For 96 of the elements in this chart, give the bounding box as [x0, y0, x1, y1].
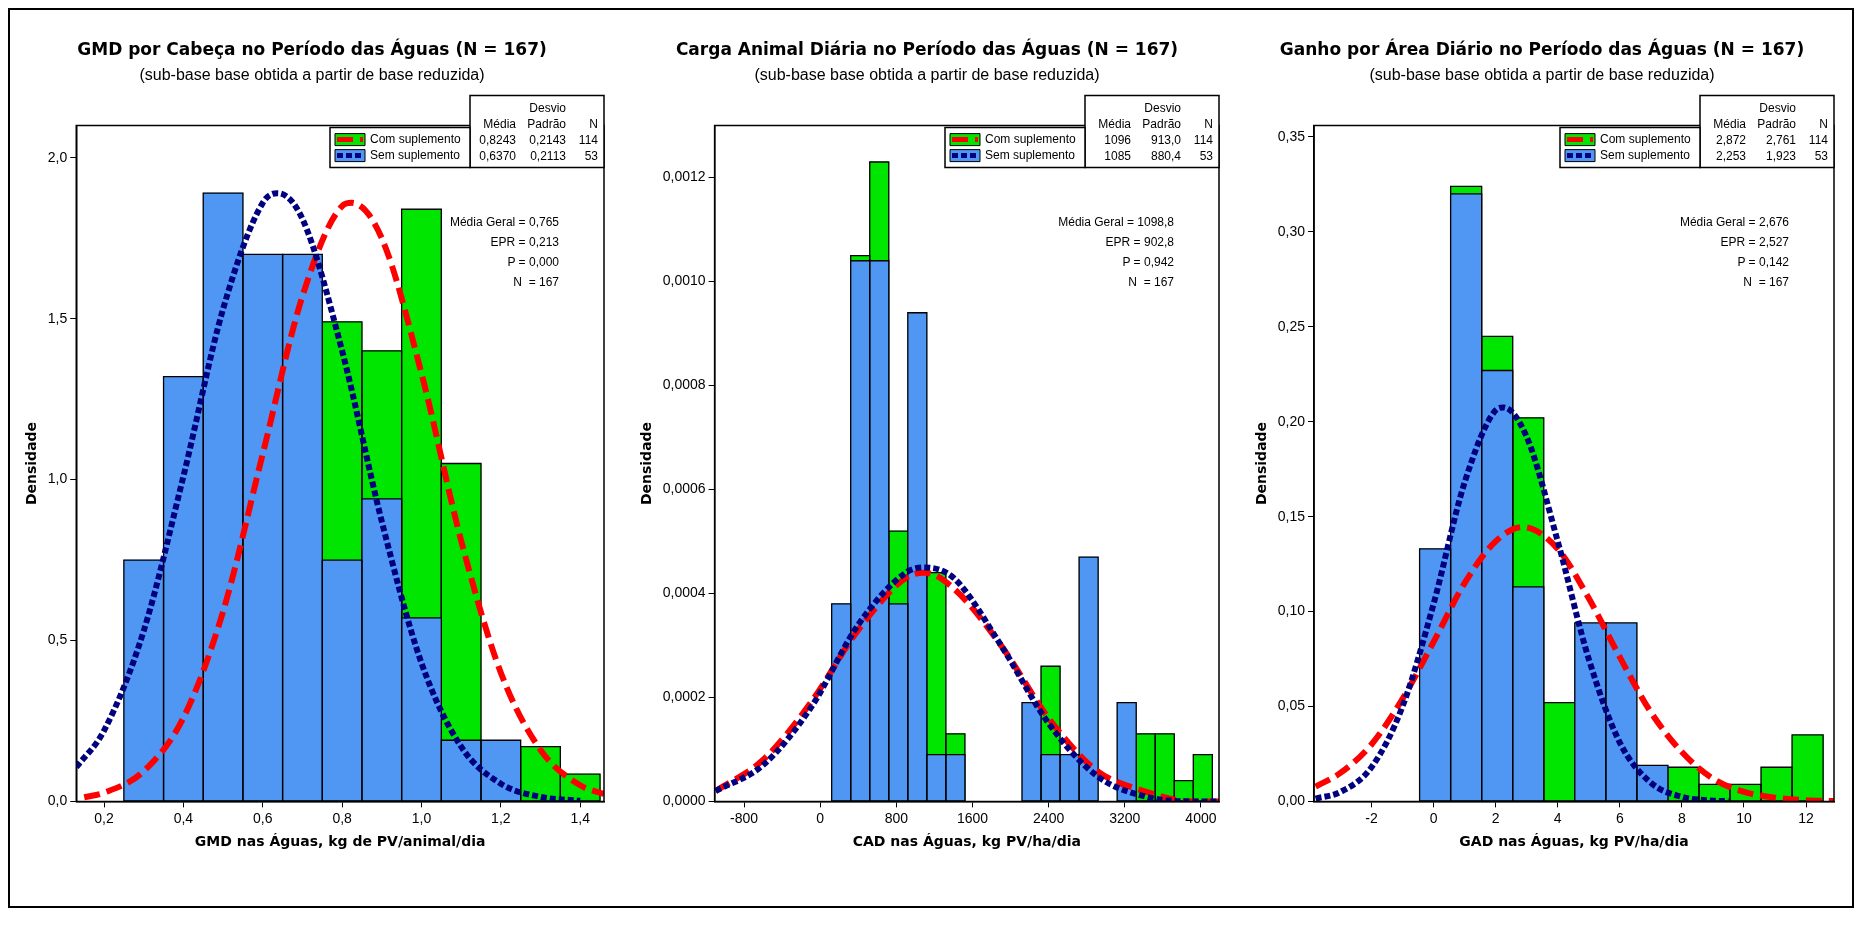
annotation: 53: [584, 148, 599, 163]
y-tick-label: 0,5: [47, 631, 68, 648]
x-tick-label: 0: [1429, 809, 1438, 826]
chart-title: Ganho por Área Diário no Período das Águas (N = 167): [1279, 37, 1805, 59]
y-tick-label: 0,0012: [662, 168, 706, 185]
annotation: Média Geral = 0,765: [449, 214, 560, 229]
y-tick-label: 0,0000: [662, 792, 706, 809]
annotation: 2,761: [1765, 132, 1797, 147]
annotation: N: [1819, 116, 1828, 131]
legend-label: Com suplemento: [1600, 131, 1692, 146]
y-tick-label: 0,00: [1277, 792, 1306, 809]
y-tick-label: 0,0008: [662, 376, 706, 393]
annotation: N: [1204, 116, 1213, 131]
y-tick-label: 1,0: [47, 470, 68, 487]
x-tick-label: 0,2: [94, 809, 114, 826]
x-tick-label: 0: [816, 809, 825, 826]
annotation: Média Geral = 1098,8: [1058, 214, 1175, 229]
annotation: N = 167: [1128, 274, 1175, 289]
annotation: 880,4: [1150, 148, 1182, 163]
y-axis-title: Densidade: [638, 421, 655, 506]
annotation: Padrão: [1142, 116, 1182, 131]
annotation: P = 0,942: [1122, 254, 1175, 269]
x-tick-label: -2: [1365, 809, 1378, 826]
y-axis-title: Densidade: [23, 421, 40, 506]
annotation: Média: [1713, 116, 1747, 131]
y-tick-label: 0,30: [1277, 222, 1306, 239]
annotation: N = 167: [513, 274, 560, 289]
y-tick-label: 2,0: [47, 148, 68, 165]
legend-label: Sem suplemento: [370, 147, 461, 162]
legend-label: Com suplemento: [370, 131, 462, 146]
y-tick-label: 0,20: [1277, 412, 1306, 429]
y-tick-label: 0,10: [1277, 602, 1306, 619]
y-axis-title: Densidade: [1253, 421, 1270, 506]
x-tick-label: -800: [730, 809, 759, 826]
annotation: 0,2143: [529, 132, 567, 147]
annotation: 0,8243: [479, 132, 517, 147]
annotation: Padrão: [527, 116, 567, 131]
y-tick-label: 0,0004: [662, 584, 706, 601]
y-tick-label: 0,0010: [662, 272, 706, 289]
annotation: Média: [483, 116, 517, 131]
annotation: 53: [1814, 148, 1829, 163]
x-tick-label: 12: [1798, 809, 1815, 826]
annotation: 0,2113: [530, 148, 567, 163]
annotation: Média Geral = 2,676: [1679, 214, 1790, 229]
annotation: 2,872: [1715, 132, 1747, 147]
x-tick-label: 1600: [956, 809, 989, 826]
x-tick-label: 4: [1553, 809, 1562, 826]
x-tick-label: 8: [1678, 809, 1686, 826]
y-tick-label: 0,0006: [662, 480, 706, 497]
y-tick-label: 0,0002: [662, 688, 706, 705]
y-tick-label: 0,05: [1277, 697, 1306, 714]
y-tick-label: 0,25: [1277, 317, 1306, 334]
chart-title: GMD por Cabeça no Período das Águas (N = 167): [77, 37, 547, 59]
x-tick-label: 2400: [1033, 809, 1065, 826]
annotation: 1085: [1104, 148, 1132, 163]
text: Desvio: [1759, 100, 1797, 115]
x-tick-label: 10: [1736, 809, 1752, 826]
legend-label: Sem suplemento: [1600, 147, 1691, 162]
legend-label: Sem suplemento: [985, 147, 1076, 162]
annotation: EPR = 2,527: [1720, 234, 1790, 249]
x-tick-label: 2: [1491, 809, 1500, 826]
annotation: 53: [1199, 148, 1214, 163]
x-tick-label: 1,0: [411, 809, 432, 826]
annotation: 1,923: [1765, 148, 1797, 163]
annotation: P = 0,000: [507, 254, 560, 269]
x-tick-label: 1,4: [570, 809, 591, 826]
annotation: EPR = 902,8: [1105, 234, 1175, 249]
y-tick-label: 0,0: [47, 792, 68, 809]
annotation: EPR = 0,213: [490, 234, 560, 249]
annotation: P = 0,142: [1737, 254, 1790, 269]
annotation: 913,0: [1150, 132, 1182, 147]
x-tick-label: 1,2: [491, 809, 511, 826]
x-tick-label: 0,8: [332, 809, 353, 826]
annotation: 2,253: [1715, 148, 1747, 163]
annotation: Média: [1098, 116, 1132, 131]
x-tick-label: 0,6: [253, 809, 273, 826]
y-tick-label: 0,15: [1277, 507, 1306, 524]
annotation: 1096: [1104, 132, 1132, 147]
legend-label: Com suplemento: [985, 131, 1077, 146]
x-tick-label: 3200: [1109, 809, 1141, 826]
y-tick-label: 0,35: [1277, 127, 1306, 144]
x-tick-label: 4000: [1185, 809, 1217, 826]
x-tick-label: 0,4: [173, 809, 194, 826]
annotation: Padrão: [1757, 116, 1797, 131]
annotation: 114: [578, 132, 599, 147]
text: Desvio: [529, 100, 567, 115]
text: Desvio: [1144, 100, 1182, 115]
annotation: N = 167: [1743, 274, 1790, 289]
annotation: N: [589, 116, 598, 131]
x-tick-label: 6: [1615, 809, 1624, 826]
annotation: 114: [1193, 132, 1214, 147]
x-tick-label: 800: [884, 809, 909, 826]
annotation: 0,6370: [479, 148, 517, 163]
y-tick-label: 1,5: [47, 309, 68, 326]
chart-title: Carga Animal Diária no Período das Águas (N = 167): [675, 37, 1179, 59]
annotation: 114: [1808, 132, 1829, 147]
